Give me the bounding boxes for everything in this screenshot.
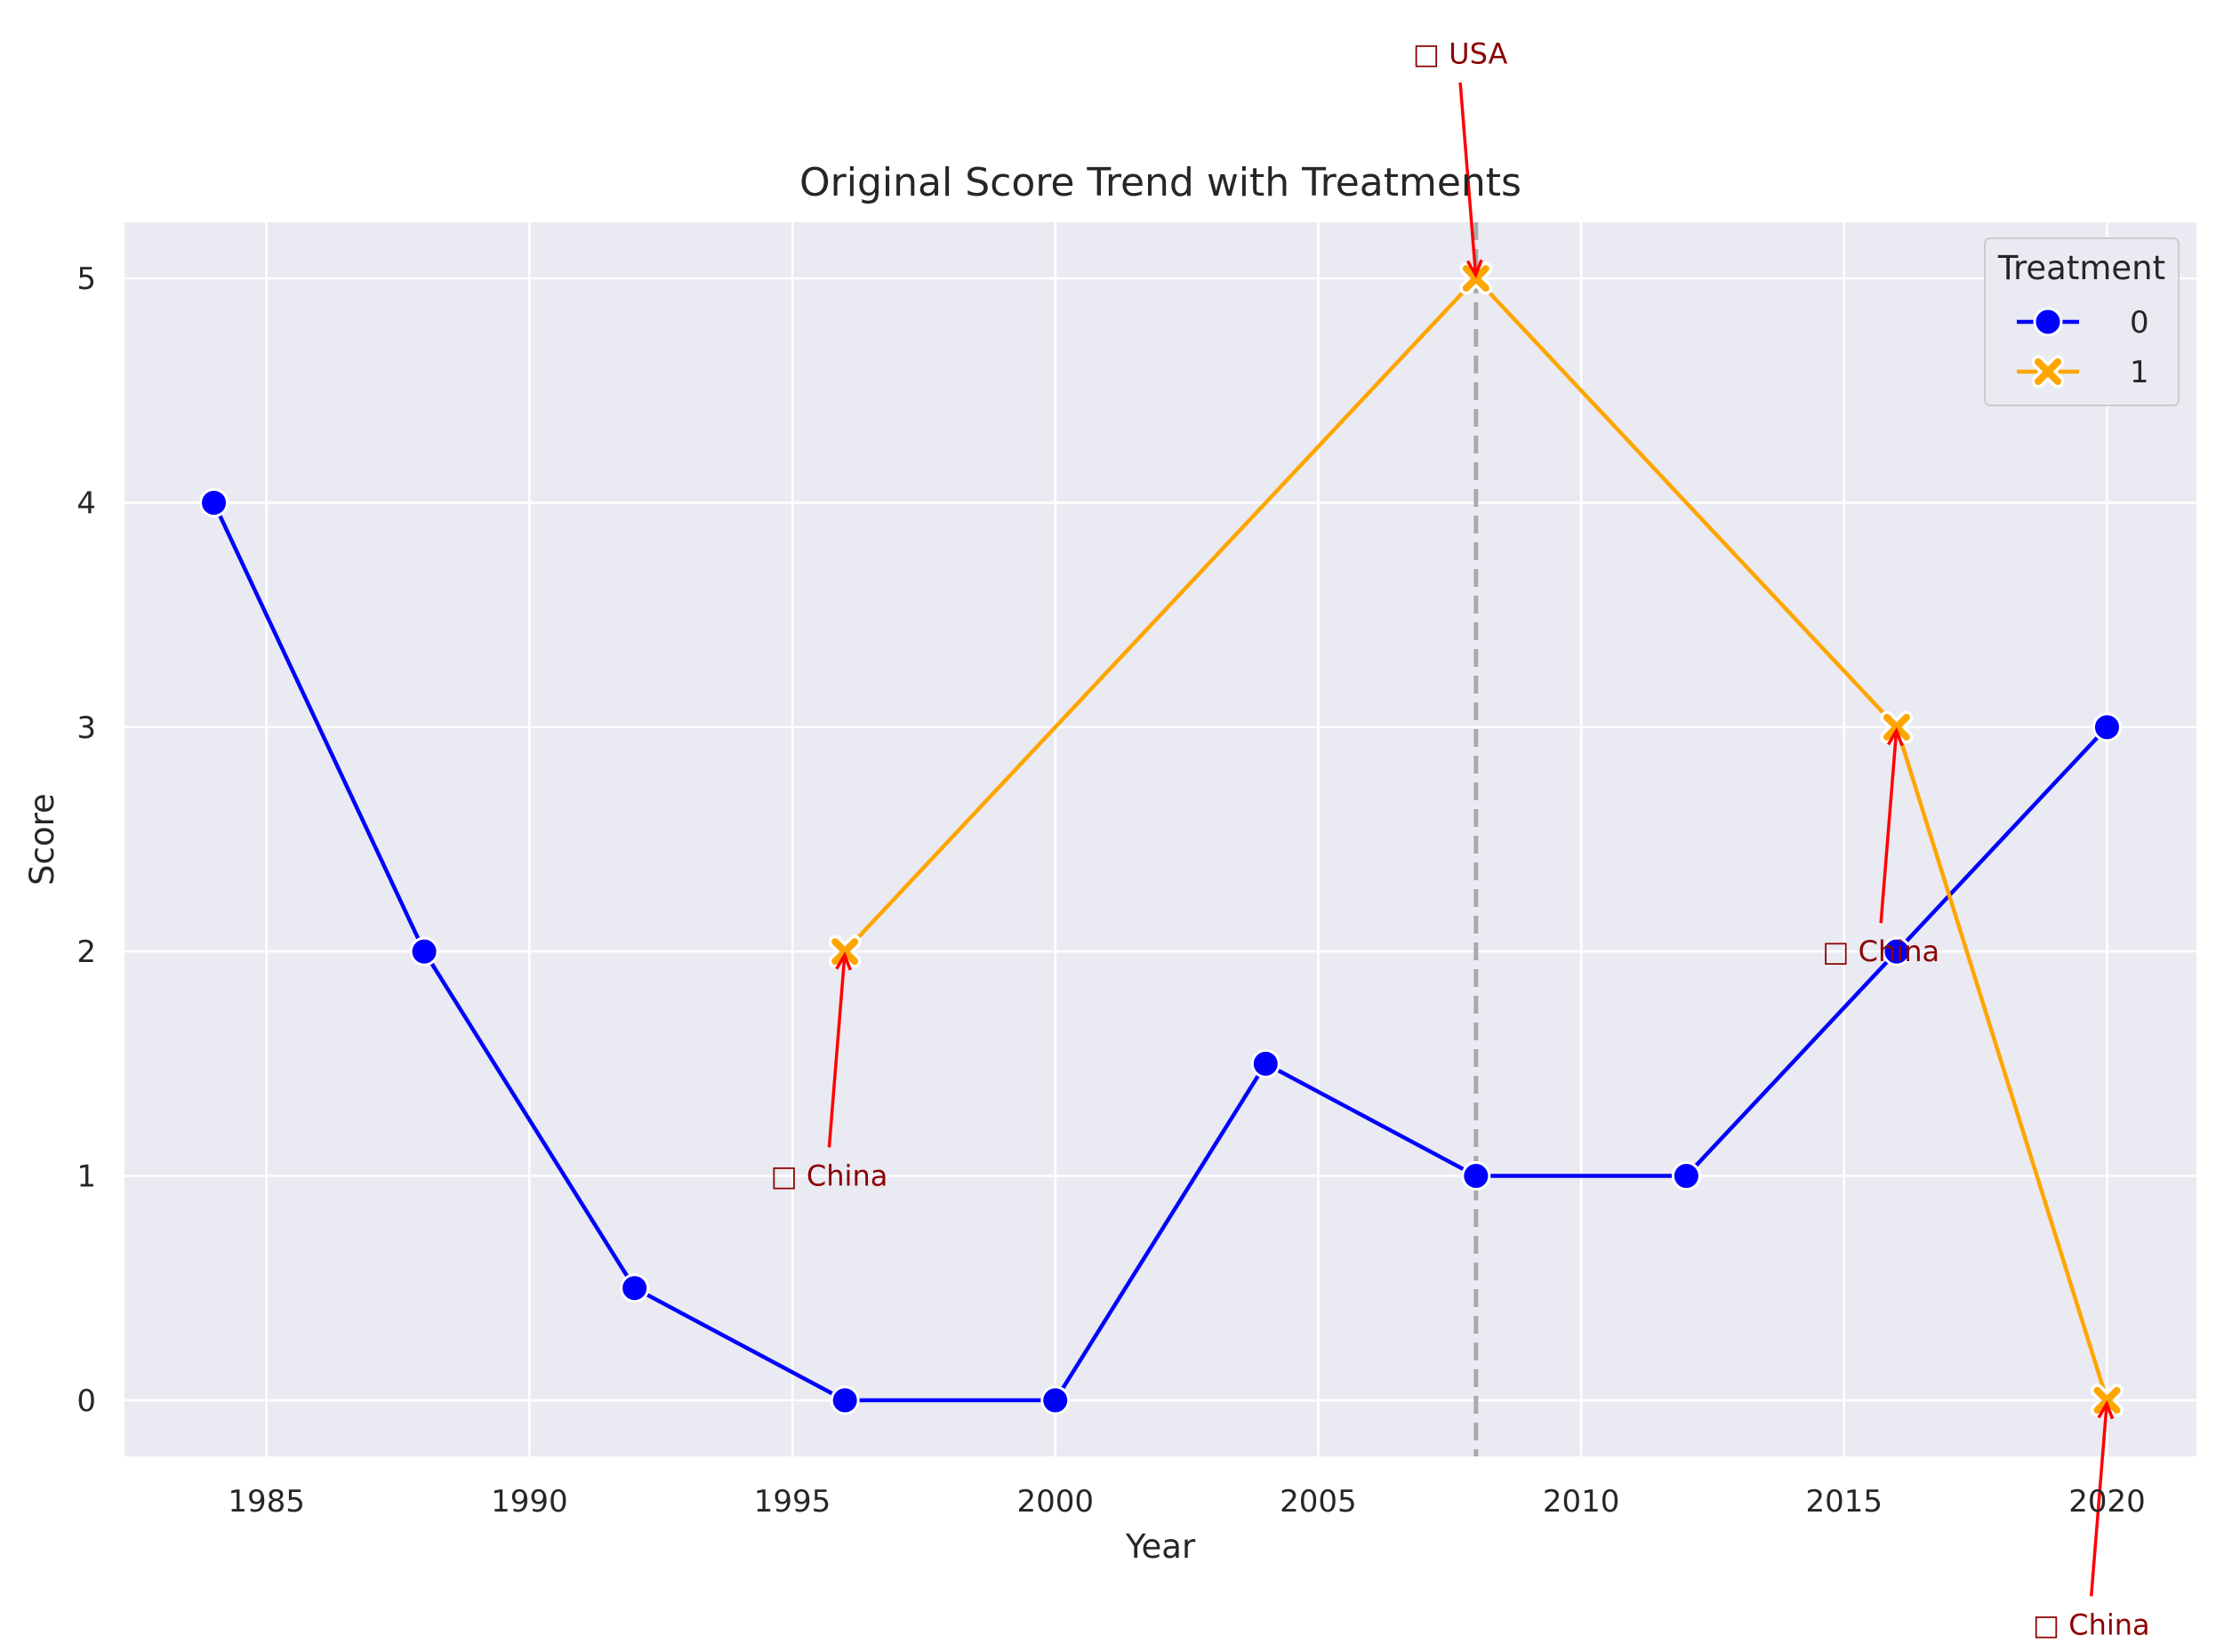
- annotation-label: □ China: [1822, 934, 1939, 968]
- y-tick-label: 1: [76, 1159, 96, 1195]
- series-0-point: [620, 1273, 650, 1303]
- tick-layer: 1985 1990 1995 2000 2005 2010 2015 2020 0 1 2 3 4 5: [76, 261, 2145, 1520]
- legend-marker-0: [2033, 307, 2063, 337]
- series-0-point: [1671, 1161, 1701, 1191]
- annotation-arrowhead: [2097, 1399, 2115, 1420]
- y-tick-label: 3: [76, 710, 96, 746]
- series-0-point: [409, 936, 439, 966]
- annotation-arrowhead: [1465, 259, 1483, 279]
- legend-entries: 01: [2017, 305, 2149, 390]
- annotation-arrow: [2089, 1403, 2108, 1597]
- x-tick-label: 2005: [1280, 1484, 1357, 1520]
- legend-marker-1: [2035, 358, 2061, 385]
- y-tick-label: 0: [76, 1383, 96, 1419]
- y-tick-label: 4: [76, 485, 96, 521]
- legend-label-0: 0: [2130, 305, 2149, 341]
- annotation-arrow: [1458, 82, 1478, 276]
- series-0-point: [1461, 1161, 1491, 1191]
- x-tick-label: 1985: [228, 1484, 305, 1520]
- annotation-arrow: [827, 955, 847, 1148]
- series-0-point: [1250, 1048, 1281, 1079]
- annotation-label: □ China: [2033, 1608, 2150, 1641]
- grid: [124, 222, 2196, 1456]
- x-tick-label: 2020: [2068, 1484, 2146, 1520]
- annotation-layer: □ China □ USA □ China □ China: [771, 37, 2150, 1642]
- series-1-line: [843, 275, 2109, 1401]
- annotation-arrowhead: [1886, 726, 1904, 747]
- annotation-label: □ China: [771, 1159, 888, 1193]
- x-tick-label: 1990: [491, 1484, 568, 1520]
- annotation-arrow: [1879, 730, 1899, 924]
- series-0-point: [199, 487, 229, 517]
- y-axis-label: Score: [23, 793, 61, 886]
- x-tick-label: 1995: [754, 1484, 831, 1520]
- legend-title: Treatment: [1997, 249, 2165, 287]
- x-tick-label: 2015: [1806, 1484, 1883, 1520]
- series-0-point: [2092, 712, 2122, 742]
- x-tick-label: 2000: [1016, 1484, 1094, 1520]
- series-0-point: [1882, 936, 1912, 966]
- series-0-point: [830, 1385, 860, 1415]
- annotation-label: □ USA: [1413, 37, 1508, 71]
- legend-label-1: 1: [2130, 355, 2149, 390]
- y-tick-label: 5: [76, 261, 96, 297]
- chart-title: Original Score Trend with Treatments: [799, 160, 1521, 205]
- annotation-arrowhead: [835, 951, 852, 971]
- series-0-line: [212, 501, 2109, 1403]
- plot-background: [124, 222, 2196, 1456]
- series-0-point: [1040, 1385, 1071, 1415]
- x-axis-label: Year: [1125, 1528, 1196, 1566]
- series-0: [199, 487, 2122, 1415]
- x-tick-label: 2010: [1543, 1484, 1620, 1520]
- y-tick-label: 2: [76, 934, 96, 970]
- legend: Treatment 01: [1984, 237, 2180, 406]
